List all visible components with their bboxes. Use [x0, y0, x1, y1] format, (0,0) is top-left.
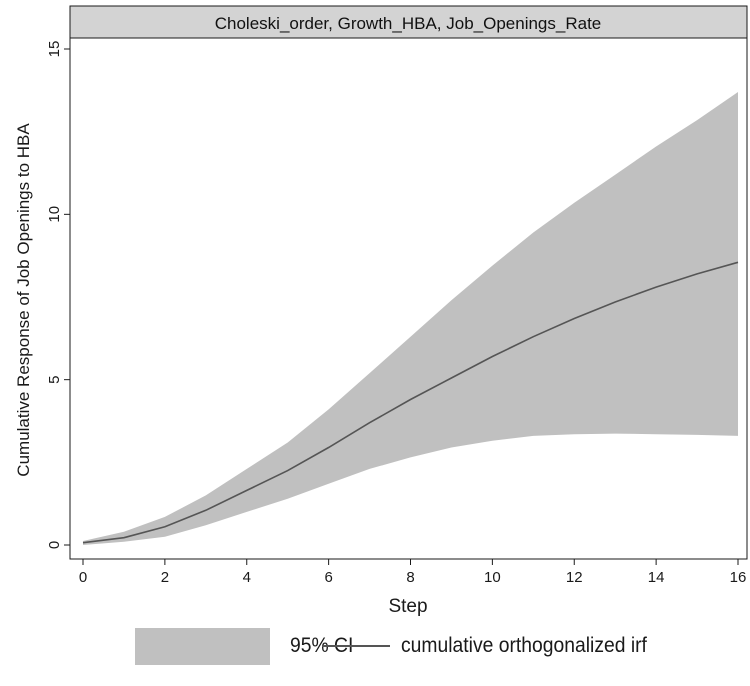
- x-tick-label: 10: [484, 569, 501, 586]
- x-tick-label: 8: [406, 569, 414, 586]
- legend: 95% CI cumulative orthogonalized irf: [0, 622, 750, 672]
- x-tick-label: 16: [730, 569, 747, 586]
- legend-ci-swatch: [135, 628, 270, 665]
- x-tick-label: 14: [648, 569, 665, 586]
- x-tick-label: 6: [324, 569, 332, 586]
- irf-chart: Choleski_order, Growth_HBA, Job_Openings…: [14, 5, 748, 617]
- y-tick-label: 15: [46, 41, 63, 58]
- y-axis-label: Cumulative Response of Job Openings to H…: [14, 123, 33, 477]
- x-tick-label: 2: [161, 569, 169, 586]
- x-axis-label: Step: [388, 596, 427, 617]
- x-tick-label: 0: [79, 569, 87, 586]
- x-tick-label: 4: [243, 569, 251, 586]
- x-tick-label: 12: [566, 569, 583, 586]
- panel-title: Choleski_order, Growth_HBA, Job_Openings…: [215, 14, 602, 33]
- panel-header: [69, 5, 748, 39]
- y-tick-label: 10: [46, 206, 63, 223]
- ci-band: [83, 92, 738, 545]
- y-tick-label: 0: [46, 541, 63, 549]
- legend-ci-label: 95% CI: [290, 634, 354, 657]
- irf-line: [82, 261, 739, 544]
- legend-irf-line: [322, 645, 390, 647]
- y-tick-label: 5: [46, 376, 63, 384]
- legend-irf-label: cumulative orthogonalized irf: [401, 634, 647, 657]
